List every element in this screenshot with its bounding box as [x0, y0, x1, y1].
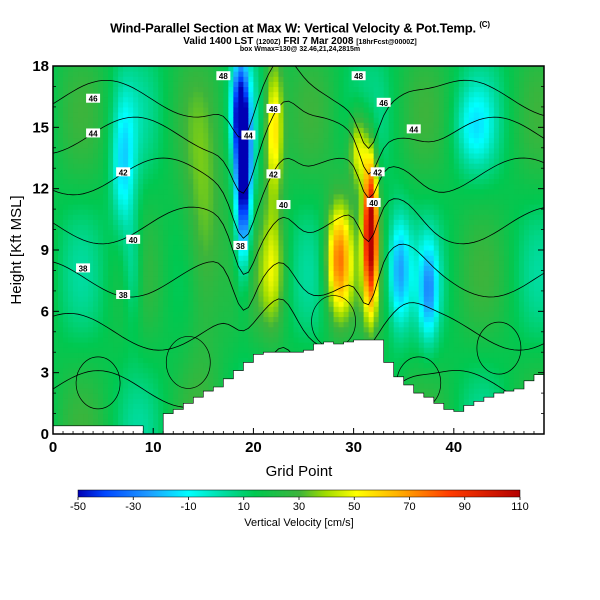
colorbar-tick-label: -50 — [70, 501, 86, 513]
colorbar-tick-label: 50 — [348, 501, 360, 513]
theta-contour-line — [53, 198, 544, 275]
contour-label-bg — [126, 234, 141, 244]
contour-label: 42 — [119, 168, 128, 177]
contour-label: 38 — [119, 291, 128, 300]
contour-label-bg — [86, 128, 101, 138]
contour-label: 48 — [219, 72, 228, 81]
contour-label-bg — [406, 124, 421, 134]
x-tick-label: 0 — [49, 439, 57, 456]
contour-label: 44 — [244, 132, 253, 141]
theta-contour-line — [53, 100, 544, 194]
contour-label-bg — [116, 167, 131, 177]
colorbar: -50 -30 -10 10 30 50 70 90 110 — [70, 489, 529, 513]
contour-label-bg — [266, 103, 281, 113]
contour-label: 38 — [236, 242, 245, 251]
contour-label-bg — [86, 93, 101, 103]
contour-label-bg — [76, 263, 91, 273]
contour-label: 42 — [269, 170, 278, 179]
y-tick-label: 3 — [41, 365, 49, 382]
colorbar-tick-label: -30 — [125, 501, 141, 513]
theta-contour-line — [53, 243, 544, 311]
terrain-mask — [52, 339, 545, 435]
chart-subtitle-line3: box Wmax=130@ 32.46,21,24,2815m — [239, 46, 361, 53]
x-tick-label: 40 — [445, 439, 462, 456]
contour-label: 44 — [89, 129, 98, 138]
colorbar-tick-label: 70 — [403, 501, 415, 513]
chart-subtitle: Valid 1400 LST (1200Z) FRI 7 Mar 2008 [1… — [183, 36, 417, 47]
colorbar-tick-label: -10 — [181, 501, 197, 513]
contour-label: 40 — [369, 199, 378, 208]
theta-contour-line — [53, 298, 544, 351]
chart-title: Wind-Parallel Section at Max W: Vertical… — [110, 20, 490, 36]
axes: 0 10 20 30 40 0 3 6 9 12 15 18 — [32, 58, 544, 456]
y-tick-label: 0 — [41, 426, 49, 443]
contour-label-bg — [351, 71, 366, 81]
y-tick-label: 18 — [32, 58, 49, 75]
contour-label-bg — [366, 197, 381, 207]
x-tick-label: 20 — [245, 439, 262, 456]
contour-label: 44 — [409, 125, 418, 134]
y-tick-label: 15 — [32, 119, 49, 136]
y-tick-label: 6 — [41, 303, 49, 320]
contour-label-bg — [370, 167, 385, 177]
contour-label: 46 — [269, 105, 278, 114]
contour-label-bg — [233, 240, 248, 250]
colorbar-label: Vertical Velocity [cm/s] — [244, 517, 353, 529]
colorbar-tick-label: 90 — [459, 501, 471, 513]
contour-label-bg — [216, 71, 231, 81]
contour-label: 46 — [89, 95, 98, 104]
terrain — [52, 339, 545, 435]
contour-labels: 46 44 42 40 38 38 48 46 44 42 40 38 48 46 44 42 40 — [76, 71, 421, 300]
y-tick-label: 12 — [32, 181, 49, 198]
colorbar-tick-label: 10 — [238, 501, 250, 513]
contour-label: 38 — [79, 264, 88, 273]
theta-contours — [53, 66, 544, 413]
y-axis-label: Height [Kft MSL] — [8, 195, 25, 304]
colorbar-tick-label: 30 — [293, 501, 305, 513]
contour-label-bg — [376, 97, 391, 107]
theta-contour-line — [53, 66, 544, 150]
contour-label: 42 — [373, 168, 382, 177]
colorbar-tick-label: 110 — [511, 501, 529, 513]
contour-label-bg — [241, 130, 256, 140]
y-tick-label: 9 — [41, 242, 49, 259]
contour-label-bg — [266, 169, 281, 179]
x-axis-label: Grid Point — [266, 463, 334, 480]
contour-label: 48 — [354, 72, 363, 81]
theta-contour-loop — [476, 321, 522, 375]
theta-contour-loop — [165, 336, 211, 389]
contour-label: 46 — [379, 99, 388, 108]
colorbar-strip — [77, 489, 521, 498]
contour-label: 40 — [279, 201, 288, 210]
theta-contour-line — [53, 157, 544, 239]
x-tick-label: 30 — [345, 439, 362, 456]
x-tick-label: 10 — [145, 439, 162, 456]
contour-label: 40 — [129, 236, 138, 245]
title-mark: (C) — [479, 20, 490, 29]
theta-contour-loop — [75, 356, 121, 410]
contour-label-bg — [116, 289, 131, 299]
contour-label-bg — [276, 200, 291, 210]
